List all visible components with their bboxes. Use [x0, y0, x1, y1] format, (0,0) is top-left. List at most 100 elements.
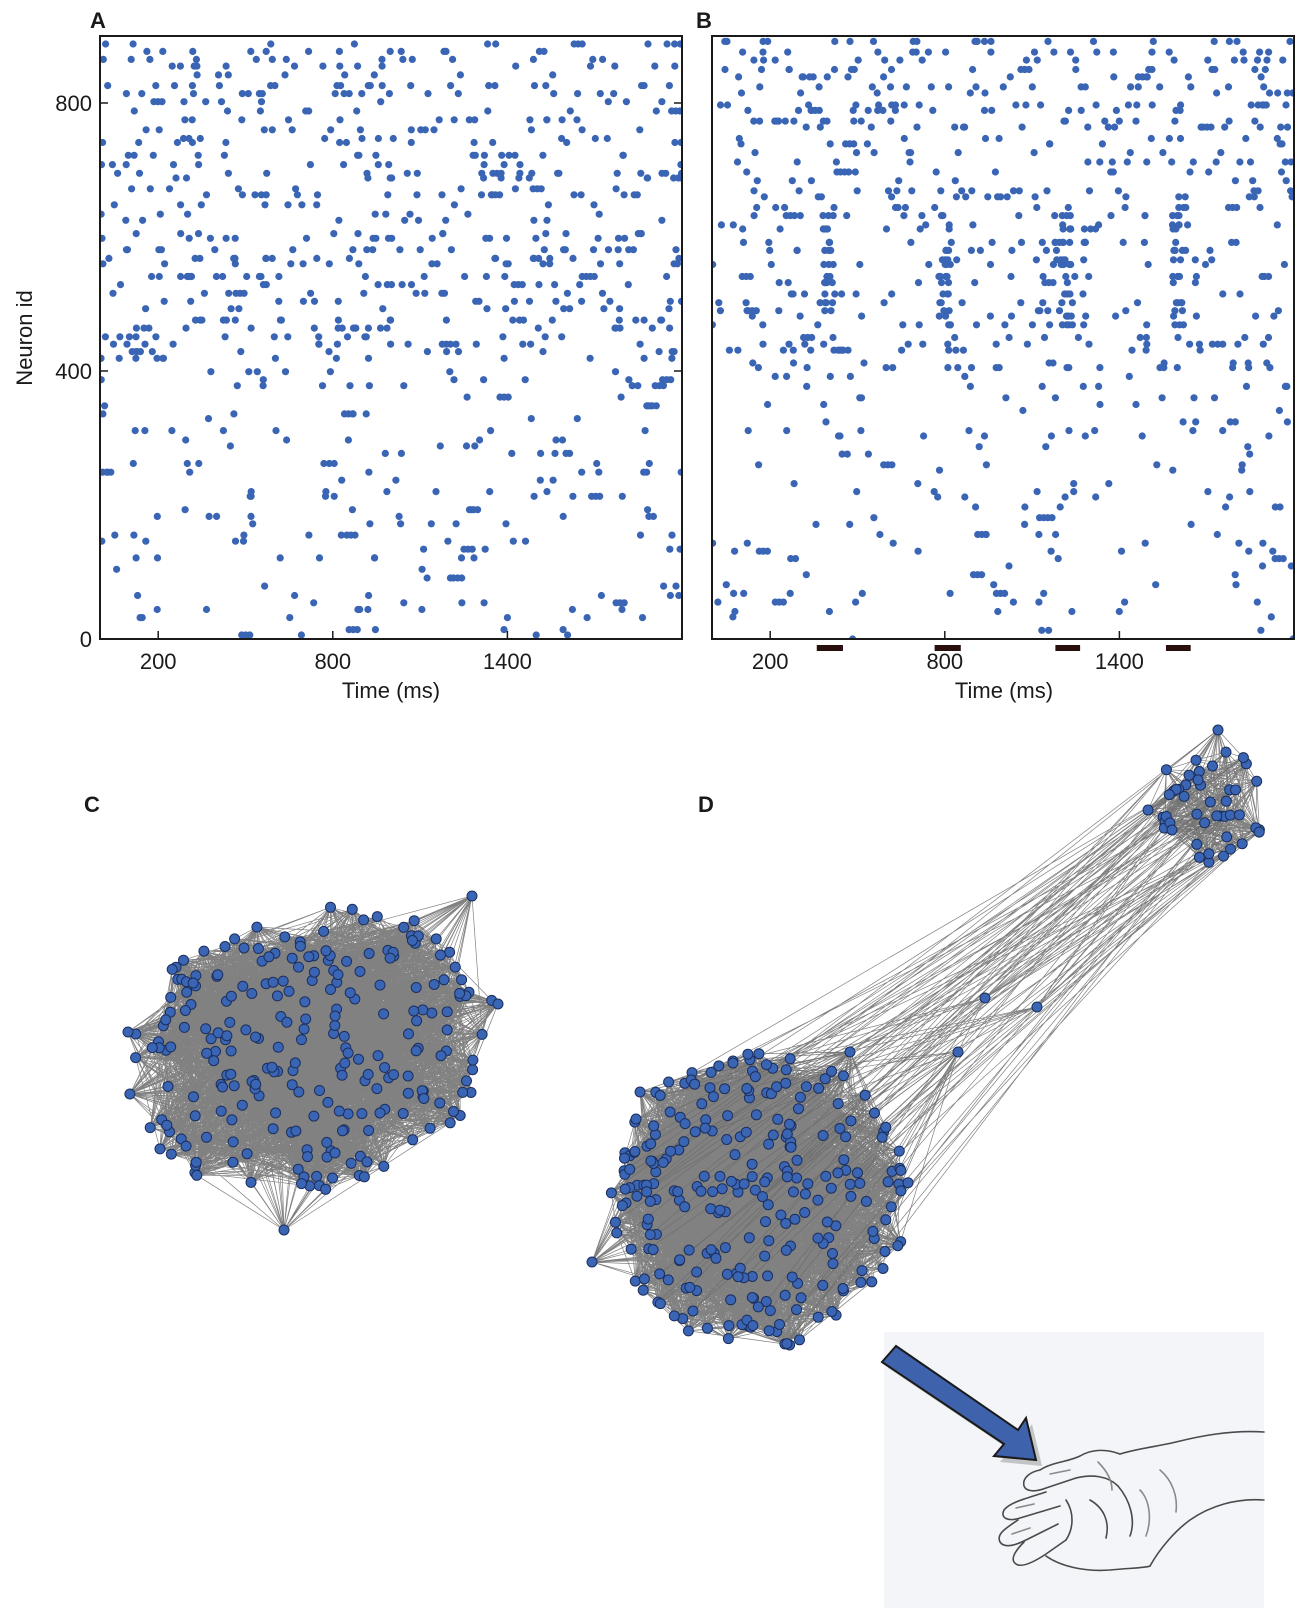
- spike-point: [829, 260, 837, 269]
- spike-point: [161, 260, 169, 268]
- spike-point: [183, 459, 191, 468]
- spike-point: [277, 316, 285, 324]
- spike-point: [596, 90, 604, 98]
- network-node: [644, 1229, 656, 1241]
- spike-point: [1006, 73, 1014, 81]
- network-node: [654, 1298, 666, 1310]
- spike-point: [205, 512, 213, 521]
- spike-point: [935, 312, 943, 320]
- spike-point: [826, 372, 834, 380]
- spike-point: [819, 212, 827, 220]
- spike-point: [820, 400, 828, 409]
- network-node: [293, 961, 304, 973]
- spike-point: [383, 324, 391, 332]
- spike-point: [376, 324, 385, 332]
- spike-point: [863, 140, 872, 148]
- spike-point: [219, 427, 227, 435]
- spike-point: [844, 73, 852, 81]
- spike-point: [590, 201, 598, 209]
- spike-point: [530, 82, 539, 90]
- spike-point: [783, 372, 791, 380]
- network-node: [784, 1053, 796, 1065]
- spike-point: [1096, 364, 1104, 372]
- spike-point: [739, 238, 748, 246]
- network-node: [708, 1091, 719, 1103]
- spike-point: [454, 90, 462, 98]
- spike-point: [759, 340, 767, 348]
- spike-point: [525, 297, 534, 305]
- spike-point: [127, 55, 135, 64]
- spike-point: [750, 56, 758, 64]
- network-node: [162, 1081, 174, 1092]
- spike-point: [620, 191, 628, 199]
- spike-point: [844, 346, 852, 354]
- network-node: [719, 1083, 731, 1095]
- spike-point: [1233, 203, 1241, 212]
- network-node: [241, 1148, 253, 1160]
- spike-point: [665, 305, 673, 313]
- spike-point: [227, 305, 235, 313]
- network-node: [190, 1156, 202, 1168]
- network-node: [266, 1061, 278, 1073]
- network-node: [741, 1083, 753, 1094]
- spike-point: [737, 140, 745, 148]
- spike-point: [1009, 187, 1018, 195]
- spike-point: [325, 348, 333, 356]
- spike-point: [981, 134, 990, 143]
- spike-point: [1192, 418, 1200, 426]
- spike-point: [1059, 221, 1067, 229]
- spike-point: [569, 254, 577, 262]
- spike-point: [111, 531, 119, 539]
- network-node: [645, 1138, 657, 1150]
- spike-point: [1110, 73, 1118, 81]
- spike-point: [101, 402, 109, 410]
- spike-point: [944, 364, 952, 372]
- network-node: [237, 980, 249, 992]
- network-node: [212, 969, 224, 981]
- spike-point: [1059, 238, 1067, 246]
- spike-point: [815, 106, 823, 114]
- network-node: [329, 1010, 341, 1022]
- spike-point: [750, 117, 758, 125]
- spike-point: [363, 169, 371, 177]
- spike-point: [452, 520, 460, 528]
- network-node: [821, 1216, 833, 1228]
- spike-point: [1119, 238, 1127, 246]
- spike-point: [480, 599, 488, 607]
- spike-point: [821, 279, 830, 287]
- spike-point: [559, 626, 567, 634]
- network-node: [1218, 850, 1229, 862]
- spike-point: [344, 436, 352, 444]
- spike-point: [1123, 158, 1131, 166]
- network-node: [780, 1217, 792, 1229]
- network-node: [740, 1126, 752, 1138]
- spike-point: [396, 246, 404, 254]
- spike-point: [1210, 37, 1218, 46]
- network-node: [461, 1075, 472, 1087]
- spike-point: [1042, 246, 1050, 254]
- spike-point: [868, 83, 876, 91]
- network-node: [435, 1050, 447, 1062]
- spike-point: [1002, 394, 1010, 402]
- spike-point: [735, 73, 743, 81]
- spike-point: [471, 151, 479, 159]
- spike-point: [382, 210, 390, 218]
- spike-point: [821, 307, 829, 315]
- spike-point: [852, 290, 860, 298]
- network-node: [435, 949, 446, 961]
- spike-point: [222, 234, 230, 242]
- spike-point: [939, 290, 947, 298]
- spike-point: [932, 168, 940, 176]
- spike-point: [362, 333, 370, 341]
- spike-point: [256, 107, 264, 115]
- spike-point: [676, 545, 682, 553]
- spike-point: [1169, 279, 1177, 287]
- spike-point: [529, 55, 538, 64]
- spike-point: [893, 187, 901, 195]
- spike-point: [107, 468, 115, 476]
- spike-point: [1274, 89, 1282, 97]
- spike-point: [1234, 340, 1242, 348]
- spike-point: [305, 47, 313, 56]
- spike-point: [186, 468, 194, 476]
- spike-point: [925, 260, 933, 269]
